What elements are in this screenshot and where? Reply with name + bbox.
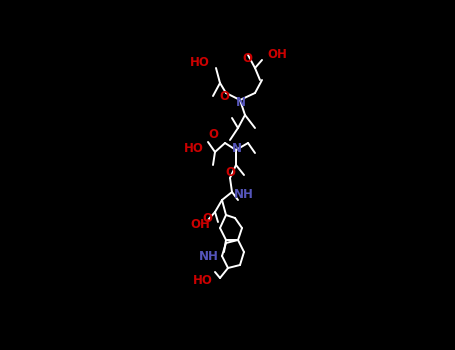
Text: NH: NH bbox=[199, 250, 219, 262]
Text: HO: HO bbox=[184, 142, 204, 155]
Text: OH: OH bbox=[190, 218, 210, 231]
Text: OH: OH bbox=[267, 49, 287, 62]
Text: HO: HO bbox=[193, 273, 213, 287]
Text: O: O bbox=[208, 127, 218, 140]
Text: N: N bbox=[236, 97, 246, 110]
Text: HO: HO bbox=[190, 56, 210, 69]
Text: O: O bbox=[225, 166, 235, 178]
Text: N: N bbox=[232, 141, 242, 154]
Text: O: O bbox=[219, 91, 229, 104]
Text: NH: NH bbox=[234, 189, 254, 202]
Text: O: O bbox=[242, 51, 252, 64]
Text: O: O bbox=[202, 211, 212, 224]
